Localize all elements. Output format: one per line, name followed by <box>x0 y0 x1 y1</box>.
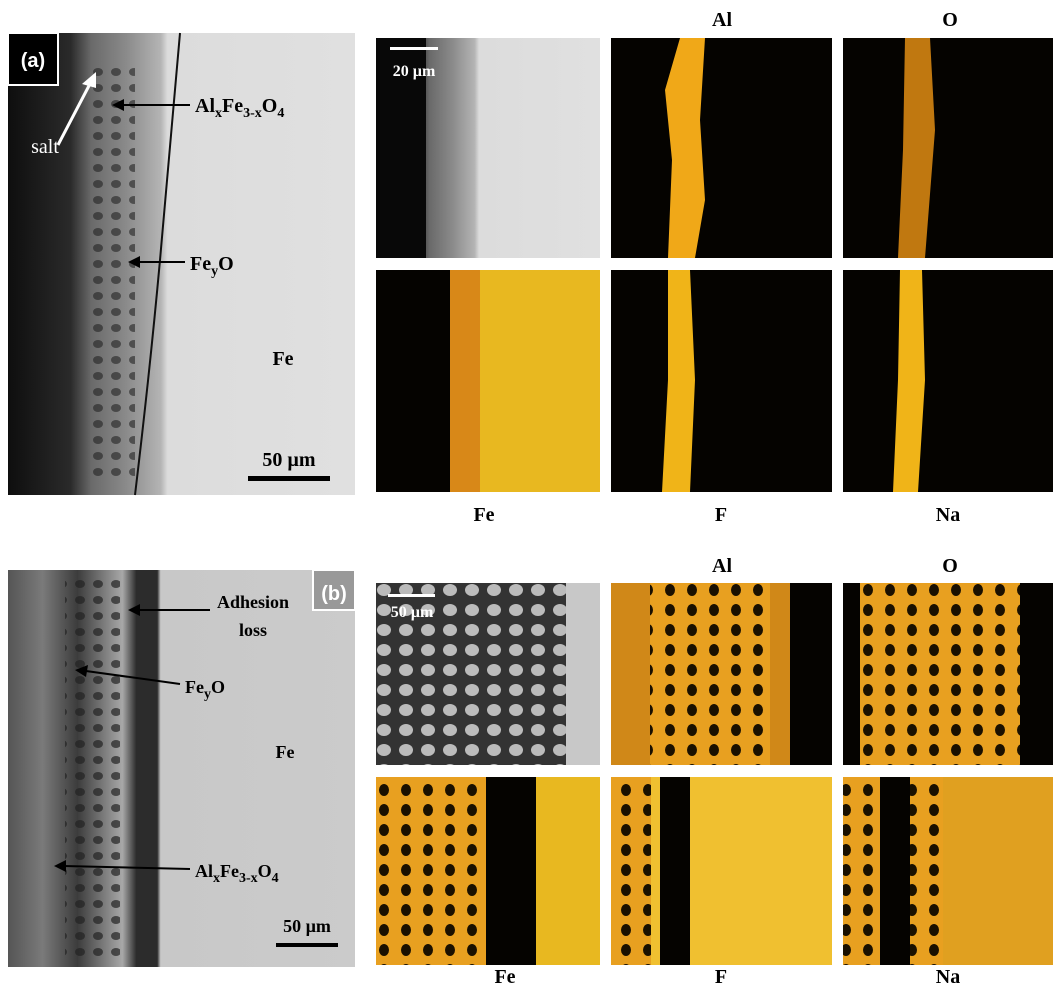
annotation: FeyO <box>185 677 225 702</box>
map-label: O <box>942 555 958 577</box>
annotation: FeyO <box>190 253 234 279</box>
annotation: salt <box>31 136 59 158</box>
maps-a: 20 µm Al O Fe F Na <box>376 9 1053 526</box>
annotation: Fe <box>276 742 295 762</box>
scale-bar-label: 20 µm <box>393 63 436 80</box>
annotation: loss <box>239 620 267 640</box>
formula-part: Fe <box>185 677 204 697</box>
formula-part: Al <box>195 95 215 117</box>
map-label: Fe <box>494 966 515 988</box>
formula-part: Fe <box>222 95 243 117</box>
map-label: Al <box>712 9 732 31</box>
panel-label: (a) <box>21 50 45 72</box>
subscript: 4 <box>272 871 279 886</box>
annotation: AlxFe3-xO4 <box>195 95 284 121</box>
micrograph-b: (b) Adhesion loss FeyO Fe AlxFe3-xO4 50 … <box>8 569 356 967</box>
map-label: F <box>715 504 727 526</box>
formula-part: Al <box>195 861 213 881</box>
subscript: 3-x <box>243 106 262 121</box>
maps-b: 50 µm Al O Fe F Na <box>376 555 1053 988</box>
subscript: x <box>215 106 222 121</box>
formula-part: Fe <box>190 253 211 275</box>
map-label: Al <box>712 555 732 577</box>
annotation: Adhesion <box>217 592 289 612</box>
formula-part: O <box>262 95 278 117</box>
micrograph-a: (a) salt AlxFe3-xO4 FeyO Fe 50 µm <box>7 32 355 496</box>
map-label: O <box>942 9 958 31</box>
subscript: y <box>211 264 218 279</box>
subscript: 4 <box>277 106 284 121</box>
scale-bar-label: 50 µm <box>262 449 316 471</box>
map-label: F <box>715 966 727 988</box>
scale-bar-label: 50 µm <box>283 916 331 936</box>
subscript: x <box>213 871 220 886</box>
annotation: AlxFe3-xO4 <box>195 861 279 886</box>
subscript: 3-x <box>239 871 258 886</box>
formula-part: O <box>218 253 234 275</box>
formula-part: Fe <box>220 861 239 881</box>
scale-bar-label: 50 µm <box>391 604 434 621</box>
annotation: Fe <box>272 348 293 370</box>
panel-label: (b) <box>321 583 347 605</box>
map-label: Na <box>936 504 960 526</box>
subscript: y <box>204 687 211 702</box>
map-label: Fe <box>473 504 494 526</box>
map-label: Na <box>936 966 960 988</box>
formula-part: O <box>258 861 272 881</box>
formula-part: O <box>211 677 225 697</box>
